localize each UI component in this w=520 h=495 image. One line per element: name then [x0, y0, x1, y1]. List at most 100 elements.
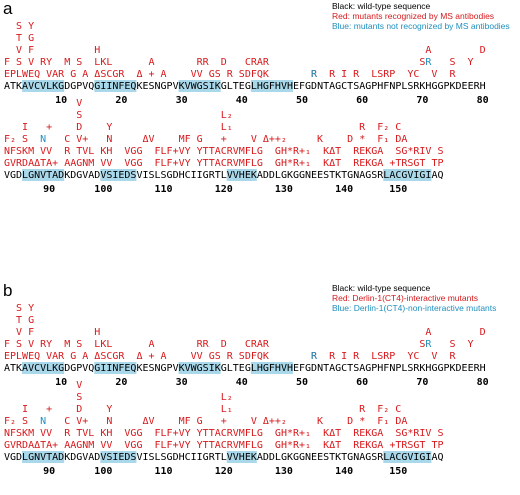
mutation-label: S	[76, 110, 82, 121]
legend-entry-black: Black: wild-type sequence	[332, 1, 431, 11]
residue-position-label: 60	[356, 377, 368, 388]
residue-position-label: 50	[296, 377, 308, 388]
mutation-label: GVRDAΔTA+ AAGNM VV VGG FLF+VY YTTACRVMFL…	[4, 440, 444, 451]
residue-position-label: 80	[477, 95, 489, 106]
segment-highlight	[100, 169, 137, 181]
wild-type-sequence: ATKAVCVLKGDGPVQGIINFEQKESNGPVKVWGSIKGLTE…	[4, 81, 486, 92]
mutation-label: S	[76, 392, 82, 403]
residue-position-label: 50	[296, 95, 308, 106]
residue-position-label: 30	[176, 377, 188, 388]
mutation-label: R	[311, 69, 318, 80]
mutation-label: Y	[468, 339, 474, 350]
residue-position-label: 60	[356, 95, 368, 106]
legend-entry-red: Red: Derlin-1(CT4)-interactive mutants	[332, 293, 478, 303]
residue-position-label: 40	[236, 95, 248, 106]
segment-highlight	[100, 451, 137, 463]
wild-type-sequence: ATKAVCVLKGDGPVQGIINFEQKESNGPVKVWGSIKGLTE…	[4, 363, 486, 374]
residue-position-label: 140	[335, 466, 353, 477]
sequence-row-2: VS L₂ I + D Y L₁ R F₂ C F₂ S N C V+ N ΔV MF G + V Δ+…	[4, 380, 444, 477]
mutation-label: EPLWEQ VAR G A ΔSCGR Δ + A VV GS R SDFQK	[4, 351, 269, 362]
residue-position-label: 90	[43, 466, 55, 477]
residue-position-label: 20	[115, 377, 127, 388]
residue-position-label: 130	[275, 184, 293, 195]
residue-position-label: 70	[416, 95, 428, 106]
segment-highlight	[383, 169, 432, 181]
mutation-label: S	[449, 339, 455, 350]
residue-position-label: 110	[154, 184, 172, 195]
mutation-label: Y	[106, 122, 112, 133]
mutation-label: L₂	[221, 392, 233, 403]
mutation-label: F S V RY M S LKL A RR D CRAR	[4, 57, 270, 68]
segment-highlight	[22, 80, 65, 92]
mutation-label: +	[46, 122, 52, 133]
mutation-label: +	[46, 404, 52, 415]
mutation-label: NFSKM VV R TVL KH VGG FLF+VY YTTACRVMFLG…	[4, 428, 444, 439]
mutation-label: Y	[468, 57, 474, 68]
mutation-label: N	[106, 134, 112, 145]
mutation-label: R F₂ C	[359, 404, 401, 415]
mutation-label: C V+	[64, 416, 88, 427]
mutation-label: GVRDAΔTA+ AAGNM VV VGG FLF+VY YTTACRVMFL…	[4, 158, 444, 169]
segment-highlight	[383, 451, 432, 463]
mutation-label: F₂ S	[4, 134, 28, 145]
segment-highlight	[250, 362, 293, 374]
residue-position-label: 140	[335, 184, 353, 195]
segment-highlight	[250, 80, 293, 92]
residue-position-label: 40	[236, 377, 248, 388]
mutation-label: NFSKM VV R TVL KH VGG FLF+VY YTTACRVMFLG…	[4, 146, 444, 157]
mutation-label: S	[419, 57, 425, 68]
legend-entry-blue: Blue: mutants not recognized by MS antib…	[332, 21, 510, 31]
segment-highlight	[22, 451, 65, 463]
mutation-label: S Y	[16, 303, 34, 314]
mutation-label: D	[76, 122, 82, 133]
segment-highlight	[22, 362, 65, 374]
residue-position-label: 120	[215, 466, 233, 477]
mutation-label: C V+	[64, 134, 88, 145]
mutation-label: I	[22, 404, 28, 415]
mutation-label: D	[480, 45, 486, 56]
mutation-label: R R I R LSRP YC V R	[311, 351, 456, 362]
segment-highlight	[226, 451, 257, 463]
legend-entry-blue: Blue: Derlin-1(CT4)-non-interactive muta…	[332, 303, 496, 313]
residue-position-label: 20	[115, 95, 127, 106]
residue-position-label: 150	[389, 184, 407, 195]
mutation-label: R F₂ C	[359, 122, 401, 133]
residue-position-label: 10	[55, 377, 67, 388]
mutation-label: H	[94, 45, 100, 56]
panel-label: a	[3, 0, 13, 18]
mutation-label: T G	[16, 33, 34, 44]
residue-position-label: 150	[389, 466, 407, 477]
residue-position-label: 90	[43, 184, 55, 195]
legend-entry-black: Black: wild-type sequence	[332, 283, 431, 293]
wild-type-sequence: VGDLGNVTADKDGVADVSIEDSVISLSGDHCIIGRTLVVH…	[4, 452, 444, 463]
mutation-label: ΔV MF G + V Δ++₂ K D * F₁ DA	[142, 134, 407, 145]
mutation-label: A	[425, 327, 431, 338]
mutation-label: L₂	[221, 110, 233, 121]
residue-position-label: 130	[275, 466, 293, 477]
mutation-label: L₁	[221, 122, 233, 133]
mutation-label: T G	[16, 315, 34, 326]
mutation-label: D	[76, 404, 82, 415]
mutation-label: R	[425, 57, 432, 68]
mutation-label: N	[106, 416, 112, 427]
mutation-label: V F	[16, 45, 34, 56]
mutation-label: F₂ S	[4, 416, 28, 427]
wild-type-sequence: VGDLGNVTADKDGVADVSIEDSVISLSGDHCIIGRTLVVH…	[4, 170, 444, 181]
mutation-label: Y	[106, 404, 112, 415]
mutation-label: R	[425, 339, 432, 350]
mutation-label: ΔV MF G + V Δ++₂ K D * F₁ DA	[142, 416, 407, 427]
mutation-label: EPLWEQ VAR G A ΔSCGR Δ + A VV GS R SDFQK	[4, 69, 269, 80]
mutation-label: R	[311, 351, 318, 362]
residue-position-label: 70	[416, 377, 428, 388]
residue-position-label: 80	[477, 377, 489, 388]
mutation-label: R R I R LSRP YC V R	[311, 69, 456, 80]
residue-position-label: 30	[176, 95, 188, 106]
segment-highlight	[94, 80, 137, 92]
mutation-label: V	[76, 98, 82, 109]
residue-position-label: 120	[215, 184, 233, 195]
legend-entry-red: Red: mutants recognized by MS antibodies	[332, 11, 494, 21]
mutation-label: S Y	[16, 21, 34, 32]
residue-position-label: 10	[55, 95, 67, 106]
